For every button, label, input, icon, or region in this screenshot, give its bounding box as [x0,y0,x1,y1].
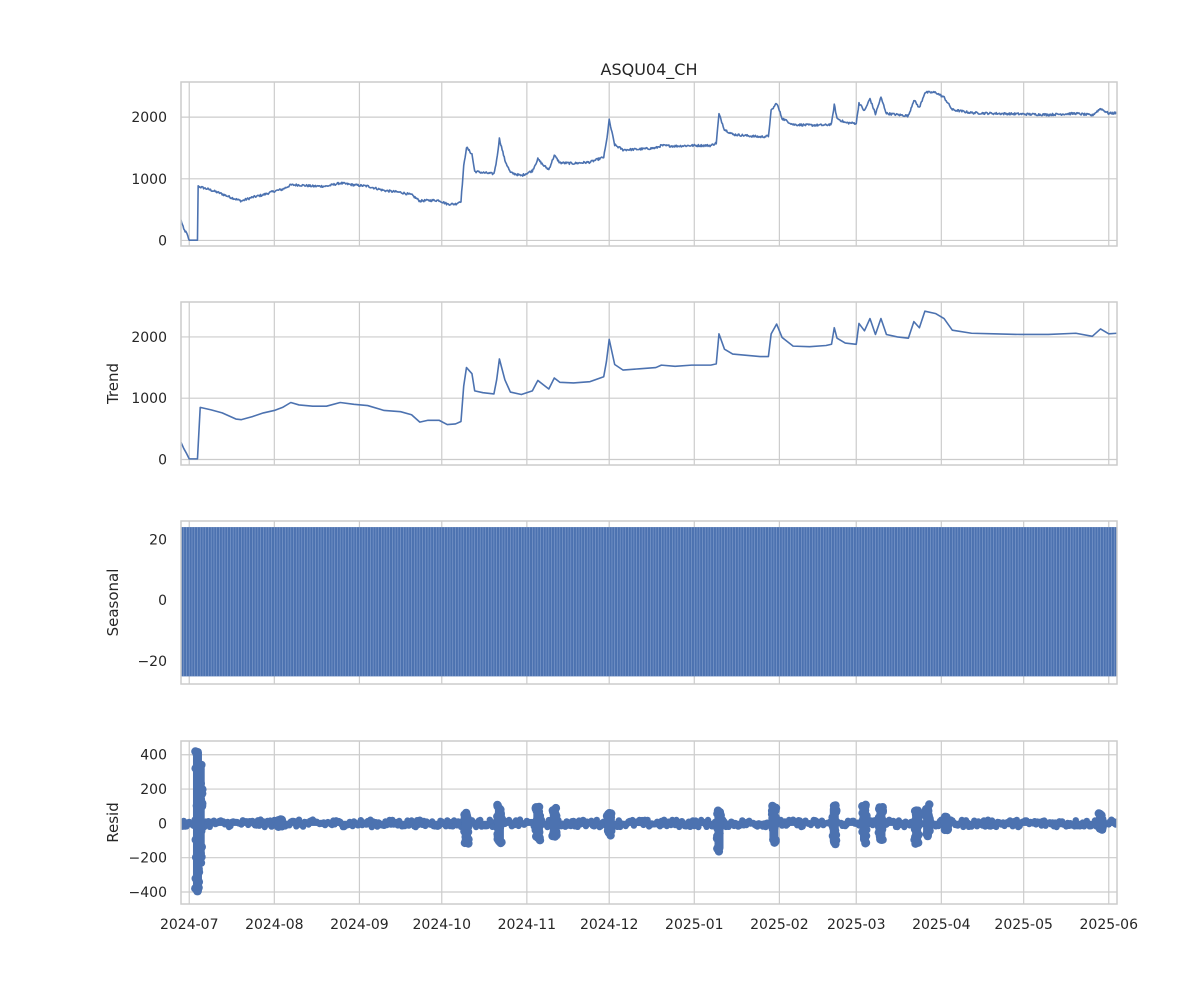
resid-burst [549,806,559,839]
resid-point [1013,816,1020,824]
x-tick-label: 2024-09 [330,917,389,933]
seasonal-oscillation [181,527,1117,677]
panels: 010002000010002000Trend−20020Seasonal−40… [104,81,1118,905]
y-axis-label: Resid [104,802,122,842]
resid-point [477,816,484,824]
seasonal-plot [181,527,1117,677]
x-tick-label: 2024-08 [245,917,304,933]
resid-burst [923,804,933,839]
resid-burst [829,804,839,846]
y-tick-label: 1000 [131,172,167,188]
resid-point [676,823,683,831]
chart-title: ASQU04_CH [601,60,698,80]
x-axis: 2024-07 2024-08 2024-09 2024-10 2024-11 2024-… [160,917,1138,933]
resid-burst [275,819,285,827]
resid-burst [769,802,779,844]
resid-burst [859,804,869,844]
resid-point [988,817,996,824]
y-tick-label: 0 [158,452,167,468]
x-tick-label: 2025-04 [912,917,971,933]
panel-trend: 0 1000 2000 Trend [104,301,1118,468]
resid-point [1113,818,1117,825]
trend-line [181,310,1117,460]
x-tick-label: 2024-12 [580,917,639,933]
x-tick-label: 2025-03 [827,917,886,933]
resid-point [695,823,702,831]
y-tick-label: 0 [158,593,167,609]
panel-observed: 0 1000 2000 [131,81,1118,249]
panel-resid: −400 −200 0 200 400 Resid [104,740,1118,905]
resid-plot [181,747,1117,896]
resid-burst [912,809,922,844]
y-tick-label: 400 [140,748,167,764]
x-tick-label: 2025-01 [665,917,724,933]
resid-burst [494,804,504,846]
observed-line [181,90,1117,241]
trend-plot [181,310,1117,460]
seasonal-band [181,527,1117,677]
panel-frame [180,520,1118,685]
panel-seasonal: −20 0 20 Seasonal [104,520,1118,685]
y-tick-label: −200 [129,851,167,867]
resid-burst [1096,813,1106,831]
y-tick-label: 1000 [131,391,167,407]
y-tick-label: 2000 [131,330,167,346]
y-axis-label: Seasonal [104,569,122,637]
resid-burst [714,809,724,853]
x-tick-label: 2024-10 [413,917,472,933]
observed-plot [181,90,1117,241]
y-tick-label: 0 [158,233,167,249]
y-tick-label: −20 [137,654,167,670]
y-tick-label: 20 [149,532,167,548]
resid-point [588,817,595,824]
resid-point [206,823,213,830]
resid-burst [195,763,205,863]
y-tick-label: 2000 [131,110,167,126]
resid-burst [604,813,614,838]
y-tick-label: 0 [158,816,167,832]
panel-frame [180,301,1118,466]
y-tick-label: 200 [140,782,167,798]
resid-burst [876,806,886,841]
panel-frame [180,81,1118,247]
resid-burst [533,806,543,841]
resid-burst [461,811,471,844]
resid-point [1072,817,1080,824]
x-tick-label: 2024-07 [160,917,219,933]
panel-frame [180,740,1118,905]
resid-point [1009,823,1016,830]
x-tick-label: 2024-11 [498,917,557,933]
y-tick-label: −400 [129,885,167,901]
x-tick-label: 2025-02 [750,917,809,933]
resid-burst [942,816,952,831]
x-tick-label: 2025-05 [994,917,1053,933]
y-axis-label: Trend [104,363,122,405]
x-tick-label: 2025-06 [1080,917,1139,933]
